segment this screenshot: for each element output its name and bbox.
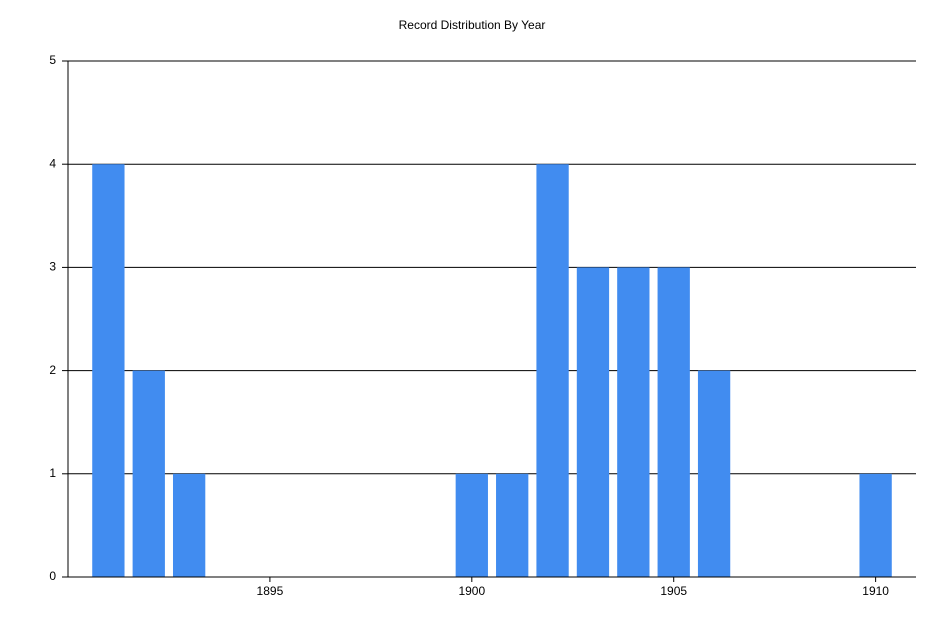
y-tick-label: 0 (49, 569, 56, 583)
bar (617, 267, 650, 577)
bar (172, 473, 206, 577)
bar (697, 370, 731, 577)
x-tick-label: 1900 (458, 584, 485, 598)
chart-title: Record Distribution By Year (399, 18, 546, 32)
x-tick-label: 1895 (257, 584, 284, 598)
y-tick-label: 4 (49, 156, 56, 170)
bar (576, 267, 610, 577)
bar (92, 164, 125, 577)
bar (132, 370, 165, 577)
y-tick-label: 1 (49, 466, 56, 480)
y-tick-label: 2 (49, 363, 56, 377)
x-tick-label: 1910 (862, 584, 889, 598)
bar (455, 473, 488, 577)
bar (496, 473, 529, 577)
y-tick-label: 5 (49, 53, 56, 67)
bar (536, 164, 569, 577)
x-tick-label: 1905 (660, 584, 687, 598)
bar (859, 473, 892, 577)
y-tick-label: 3 (49, 260, 56, 274)
bar (657, 267, 690, 577)
